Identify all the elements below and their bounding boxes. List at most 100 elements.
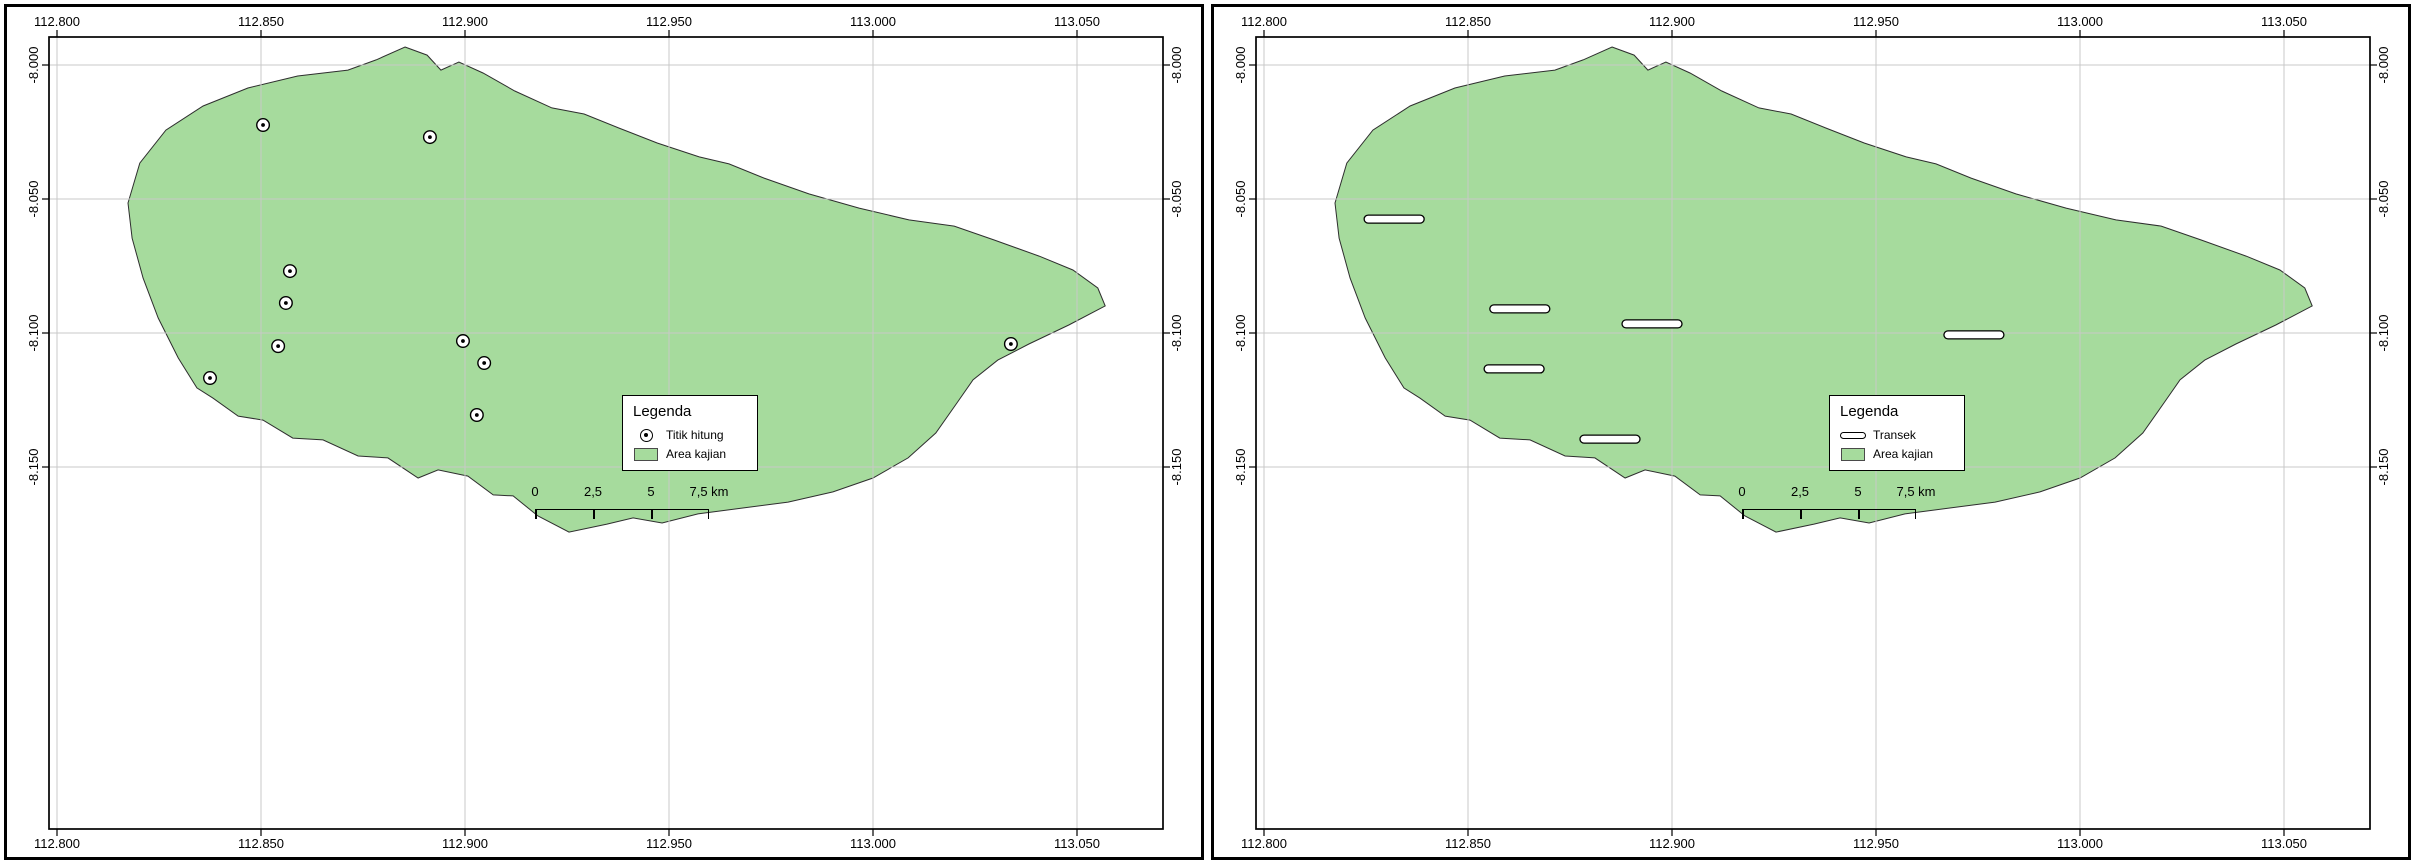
legend-title: Legenda bbox=[1840, 403, 1899, 420]
longitude-label-top: 112.900 bbox=[442, 14, 488, 29]
legend-box: Legenda Transek Area kajian bbox=[1829, 395, 1965, 472]
longitude-label-top: 112.900 bbox=[1649, 14, 1695, 29]
longitude-label-bottom: 112.900 bbox=[1649, 836, 1695, 851]
longitude-label-top: 112.800 bbox=[1241, 14, 1287, 29]
count-point-center-dot bbox=[428, 135, 432, 139]
longitude-label-top: 112.850 bbox=[238, 14, 284, 29]
scalebar-ruler bbox=[1742, 509, 1916, 519]
longitude-label-bottom: 112.850 bbox=[238, 836, 284, 851]
longitude-label-bottom: 113.050 bbox=[2261, 836, 2307, 851]
latitude-label-right: -8.100 bbox=[1169, 315, 1184, 352]
scalebar-label-0: 0 bbox=[531, 484, 539, 499]
transect-marker bbox=[1579, 434, 1641, 444]
scalebar-tick bbox=[1858, 510, 1860, 519]
longitude-label-top: 113.000 bbox=[850, 14, 896, 29]
scalebar-label-7-5-km: 7,5 km bbox=[1896, 484, 1936, 499]
longitude-label-bottom: 113.000 bbox=[2057, 836, 2103, 851]
longitude-label-bottom: 112.850 bbox=[1445, 836, 1491, 851]
longitude-label-top: 112.950 bbox=[646, 14, 692, 29]
latitude-label-left: -8.100 bbox=[1233, 315, 1248, 352]
map-panel-titik-hitung: 112.800 112.800 112.850 112.850 112.900 112.9… bbox=[4, 4, 1204, 860]
legend-item-label: Area kajian bbox=[1873, 447, 1934, 462]
latitude-label-right: -8.150 bbox=[1169, 449, 1184, 486]
scale-bar: 0 2,5 5 7,5 km bbox=[527, 484, 762, 522]
longitude-label-top: 112.850 bbox=[1445, 14, 1491, 29]
study-area-polygon bbox=[127, 46, 1106, 533]
latitude-label-left: -8.100 bbox=[26, 315, 41, 352]
latitude-label-left: -8.050 bbox=[1233, 181, 1248, 218]
latitude-label-right: -8.000 bbox=[1169, 47, 1184, 84]
transect-marker bbox=[1483, 364, 1545, 374]
longitude-label-bottom: 112.950 bbox=[1853, 836, 1899, 851]
transect-marker bbox=[1943, 330, 2005, 340]
scalebar-tick bbox=[707, 510, 709, 519]
legend-box: Legenda Titik hitung Area kajian bbox=[622, 395, 758, 472]
longitude-label-top: 113.050 bbox=[2261, 14, 2307, 29]
latitude-label-right: -8.100 bbox=[2376, 315, 2391, 352]
longitude-label-bottom: 112.950 bbox=[646, 836, 692, 851]
count-point-center-dot bbox=[474, 413, 479, 417]
longitude-label-top: 113.050 bbox=[1054, 14, 1100, 29]
transect-marker bbox=[1363, 214, 1425, 224]
legend-item-area-kajian: Area kajian bbox=[633, 447, 749, 461]
scalebar-tick bbox=[651, 510, 653, 519]
scalebar-label-5: 5 bbox=[1854, 484, 1862, 499]
transect-marker bbox=[1489, 304, 1551, 314]
scalebar-tick bbox=[1742, 510, 1744, 519]
scalebar-label-7-5-km: 7,5 km bbox=[689, 484, 729, 499]
latitude-label-left: -8.050 bbox=[26, 181, 41, 218]
count-point-center-dot bbox=[261, 123, 265, 127]
legend-item-titik-hitung: Titik hitung bbox=[633, 428, 749, 442]
scalebar-label-0: 0 bbox=[1738, 484, 1746, 499]
map-canvas-transek: 112.800 112.800 112.850 112.850 112.900 112.9… bbox=[1233, 14, 2391, 851]
scalebar-label-2-5: 2,5 bbox=[583, 484, 603, 499]
longitude-label-top: 112.800 bbox=[34, 14, 80, 29]
legend-title: Legenda bbox=[633, 403, 692, 420]
longitude-label-bottom: 113.000 bbox=[850, 836, 896, 851]
scalebar-label-5: 5 bbox=[647, 484, 655, 499]
legend-item-label: Area kajian bbox=[666, 447, 727, 462]
count-point-center-dot bbox=[482, 361, 487, 365]
latitude-label-left: -8.000 bbox=[1233, 47, 1248, 84]
latitude-label-right: -8.000 bbox=[2376, 47, 2391, 84]
legend-item-area-kajian: Area kajian bbox=[1840, 447, 1956, 461]
longitude-label-bottom: 112.800 bbox=[1241, 836, 1287, 851]
study-area-polygon bbox=[1334, 46, 2313, 533]
legend-item-transek: Transek bbox=[1840, 428, 1956, 442]
count-point-center-dot bbox=[1009, 342, 1013, 346]
map-canvas-titik-hitung: 112.800 112.800 112.850 112.850 112.900 112.9… bbox=[26, 14, 1184, 851]
scalebar-tick bbox=[1914, 510, 1916, 519]
legend-item-label: Titik hitung bbox=[666, 428, 724, 443]
area-swatch-icon bbox=[633, 447, 659, 461]
longitude-label-bottom: 113.050 bbox=[1054, 836, 1100, 851]
latitude-label-left: -8.150 bbox=[26, 449, 41, 486]
latitude-label-right: -8.150 bbox=[2376, 449, 2391, 486]
area-swatch-icon bbox=[1840, 447, 1866, 461]
latitude-label-left: -8.000 bbox=[26, 47, 41, 84]
longitude-label-bottom: 112.900 bbox=[442, 836, 488, 851]
scale-bar: 0 2,5 5 7,5 km bbox=[1734, 484, 1969, 522]
point-marker-icon bbox=[633, 428, 659, 442]
count-point-center-dot bbox=[461, 339, 465, 343]
scalebar-tick bbox=[1800, 510, 1802, 519]
latitude-label-right: -8.050 bbox=[1169, 181, 1184, 218]
longitude-label-bottom: 112.800 bbox=[34, 836, 80, 851]
transect-marker bbox=[1621, 319, 1683, 329]
count-point-center-dot bbox=[283, 301, 288, 305]
scalebar-tick bbox=[535, 510, 537, 519]
scalebar-label-2-5: 2,5 bbox=[1790, 484, 1810, 499]
latitude-label-left: -8.150 bbox=[1233, 449, 1248, 486]
count-point-center-dot bbox=[288, 269, 292, 273]
longitude-label-top: 112.950 bbox=[1853, 14, 1899, 29]
map-panel-transek: 112.800 112.800 112.850 112.850 112.900 112.9… bbox=[1211, 4, 2411, 860]
map-frame bbox=[48, 36, 1164, 830]
legend-item-label: Transek bbox=[1873, 428, 1916, 443]
latitude-label-right: -8.050 bbox=[2376, 181, 2391, 218]
scalebar-tick bbox=[593, 510, 595, 519]
map-frame bbox=[1255, 36, 2371, 830]
longitude-label-top: 113.000 bbox=[2057, 14, 2103, 29]
scalebar-ruler bbox=[535, 509, 709, 519]
count-point-center-dot bbox=[276, 344, 281, 349]
transect-marker-icon bbox=[1840, 431, 1866, 439]
